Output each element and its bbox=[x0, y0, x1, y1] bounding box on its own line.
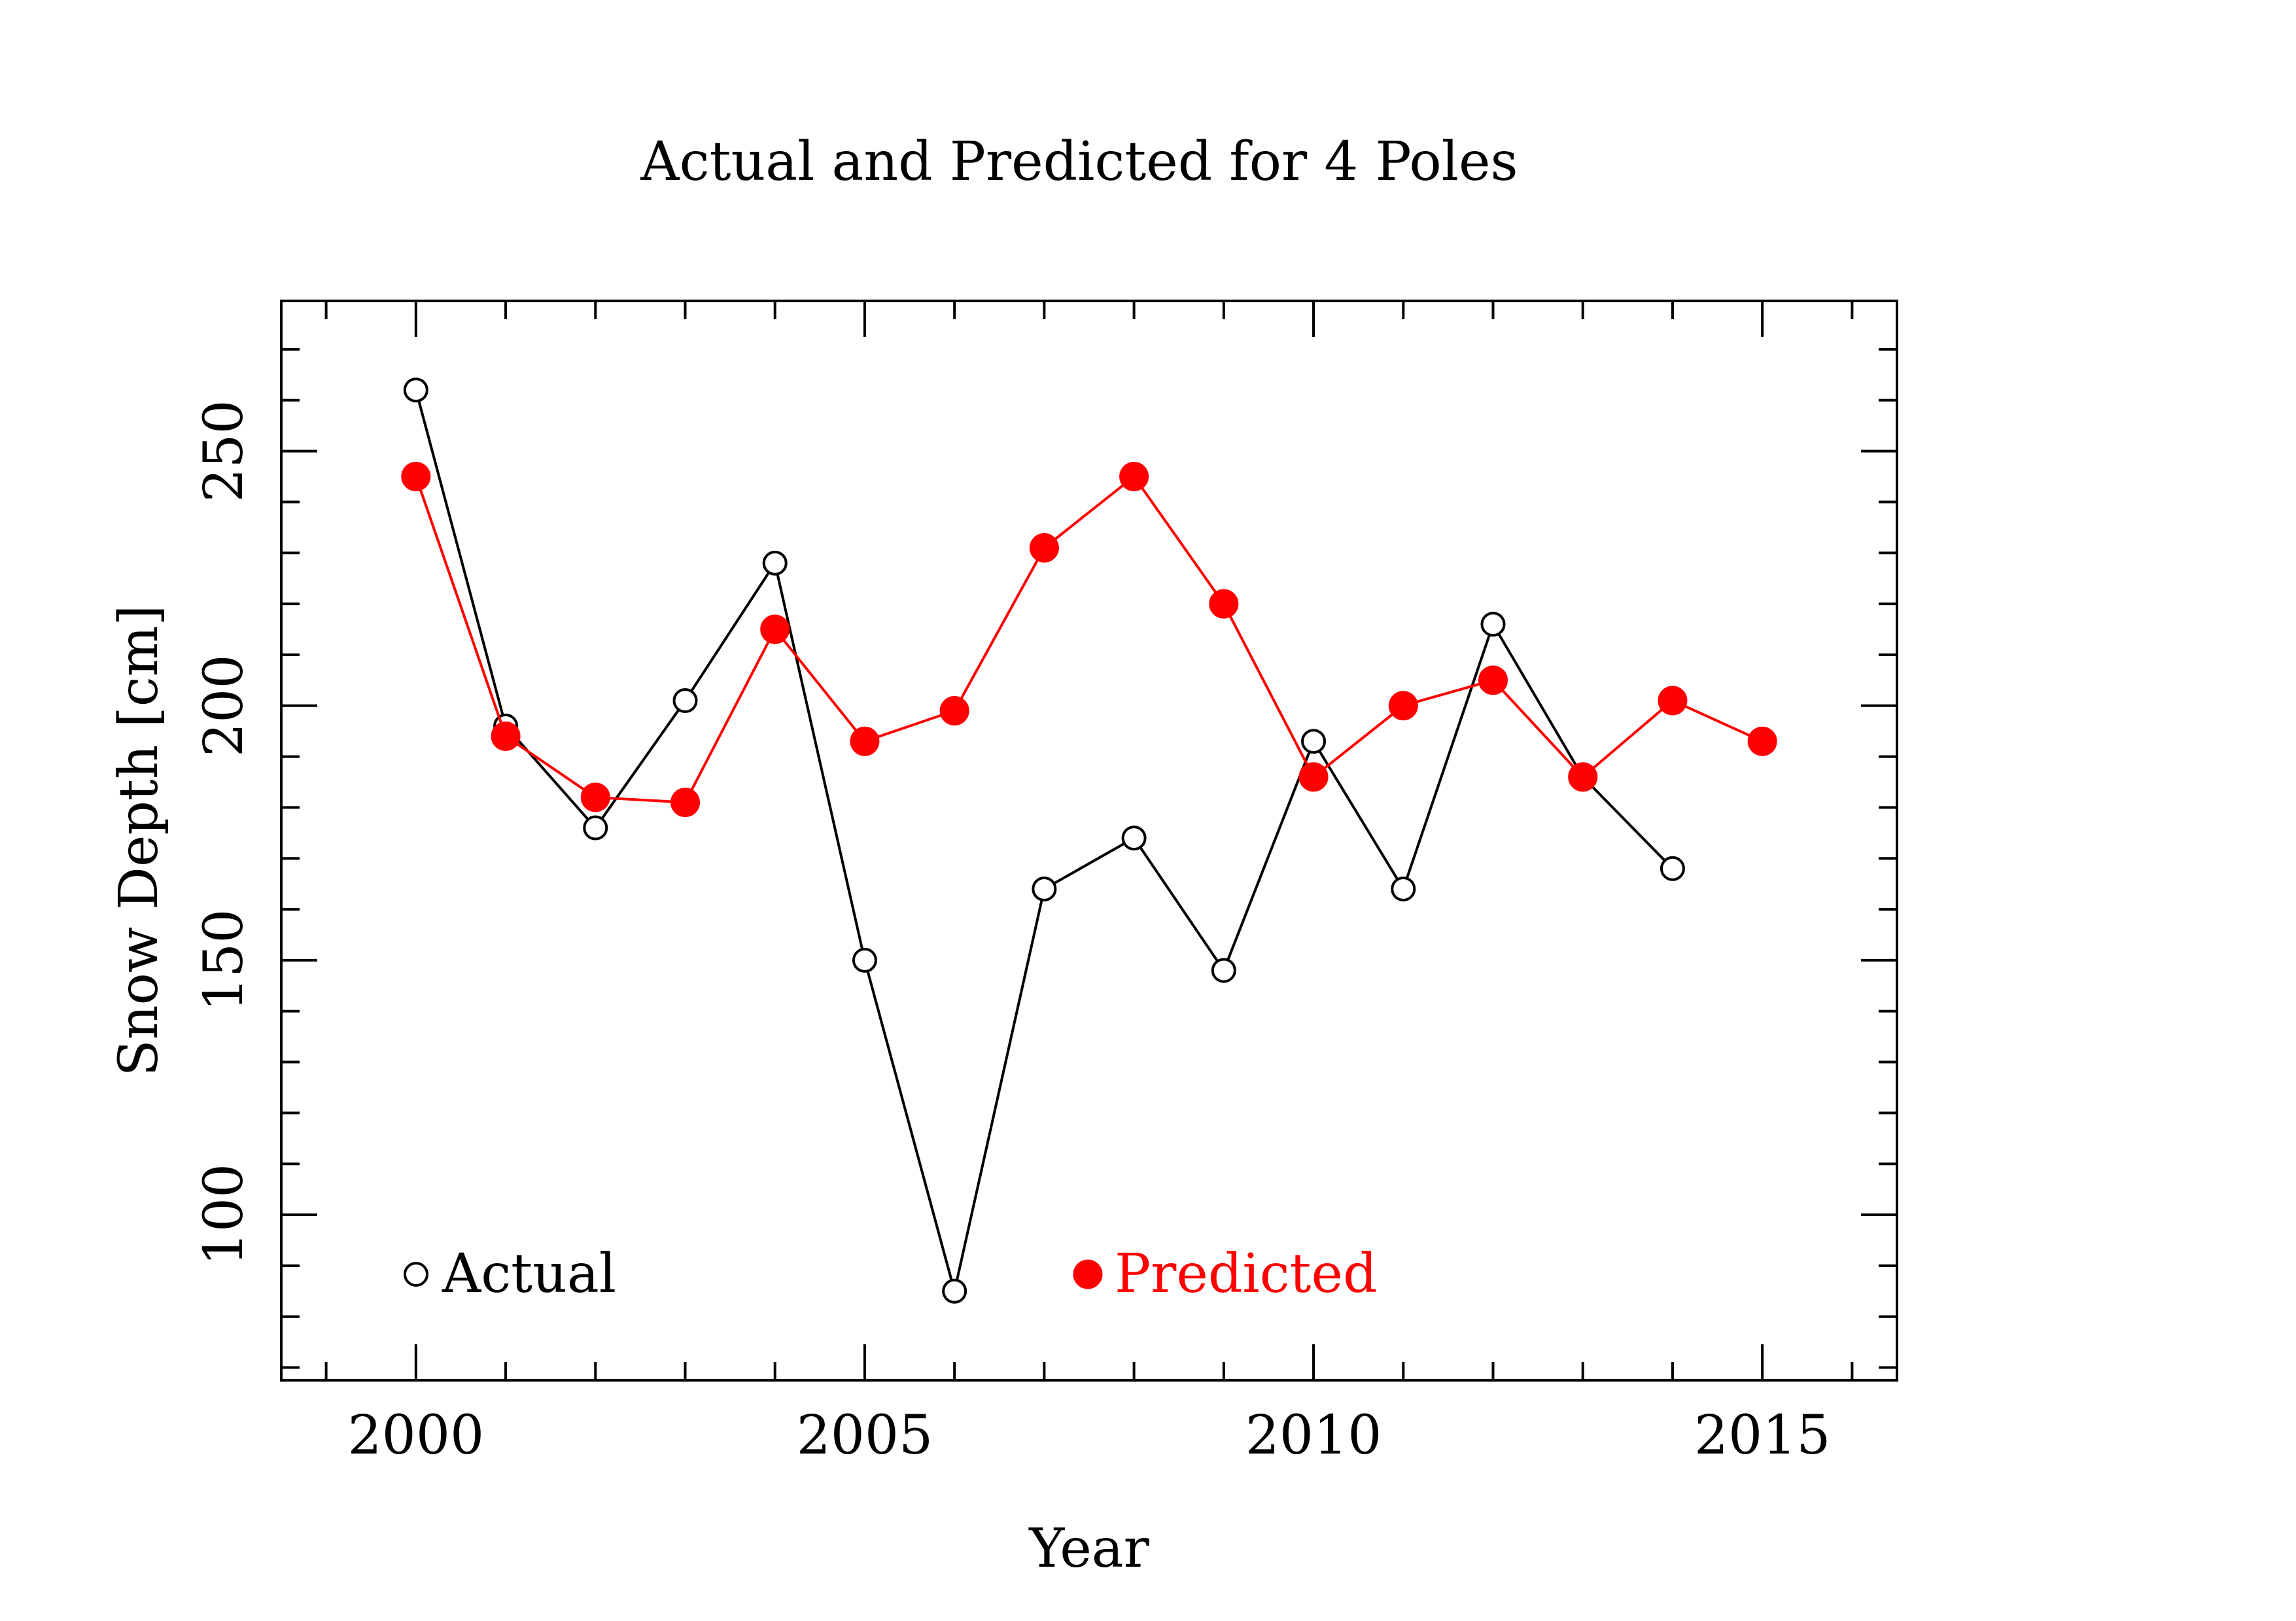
series-actual bbox=[403, 377, 1685, 1304]
data-point-actual-2011 bbox=[1391, 876, 1416, 901]
y-tick-label-250: 250 bbox=[193, 400, 255, 502]
data-point-predicted-2004 bbox=[760, 614, 790, 644]
data-point-actual-2006 bbox=[942, 1278, 967, 1304]
y-axis-tick-labels: 100 150 200 250 bbox=[193, 400, 255, 1266]
legend-marker-predicted bbox=[1073, 1259, 1103, 1289]
chart-title: Actual and Predicted for 4 Poles bbox=[640, 131, 1518, 193]
data-point-actual-2014 bbox=[1660, 856, 1685, 881]
data-point-predicted-2002 bbox=[580, 782, 610, 812]
data-point-predicted-2011 bbox=[1388, 691, 1418, 721]
y-tick-label-100: 100 bbox=[193, 1164, 255, 1266]
data-point-actual-2008 bbox=[1121, 826, 1147, 851]
data-point-predicted-2012 bbox=[1478, 665, 1508, 695]
data-point-predicted-2003 bbox=[670, 788, 700, 818]
y-axis-ticks bbox=[281, 347, 1897, 1369]
data-point-actual-2003 bbox=[672, 688, 698, 713]
data-point-predicted-2006 bbox=[939, 696, 969, 726]
data-point-predicted-2009 bbox=[1209, 589, 1239, 619]
legend-label-actual: Actual bbox=[442, 1243, 616, 1305]
legend-marker-actual bbox=[404, 1262, 428, 1287]
data-point-predicted-2005 bbox=[850, 726, 880, 756]
data-point-actual-2012 bbox=[1480, 612, 1506, 637]
legend: Actual Predicted bbox=[404, 1243, 1378, 1305]
data-point-actual-2002 bbox=[583, 815, 608, 841]
data-point-actual-2000 bbox=[403, 377, 428, 403]
x-tick-label-2015: 2015 bbox=[1694, 1404, 1831, 1467]
data-point-predicted-2014 bbox=[1658, 686, 1688, 716]
plot-frame bbox=[280, 300, 1898, 1382]
data-point-predicted-2000 bbox=[401, 462, 431, 492]
x-tick-label-2010: 2010 bbox=[1245, 1404, 1382, 1467]
x-tick-label-2000: 2000 bbox=[347, 1404, 484, 1467]
x-tick-label-2005: 2005 bbox=[797, 1404, 933, 1467]
data-point-actual-2009 bbox=[1211, 958, 1236, 983]
data-point-predicted-2013 bbox=[1568, 762, 1598, 792]
x-axis-label: Year bbox=[1028, 1518, 1149, 1580]
data-point-actual-2010 bbox=[1301, 729, 1327, 754]
y-axis-label: Snow Depth [cm] bbox=[108, 605, 170, 1077]
series-predicted bbox=[401, 462, 1777, 818]
x-axis-ticks bbox=[324, 301, 1854, 1380]
y-tick-label-200: 200 bbox=[193, 654, 255, 757]
data-point-actual-2007 bbox=[1032, 876, 1057, 901]
data-point-predicted-2015 bbox=[1747, 726, 1777, 756]
data-point-actual-2004 bbox=[762, 550, 788, 576]
series-line-actual bbox=[414, 389, 1674, 1293]
data-point-predicted-2007 bbox=[1029, 532, 1059, 563]
series-layer bbox=[401, 377, 1777, 1304]
series-line-predicted bbox=[414, 475, 1763, 804]
x-axis-tick-labels: 2000 2005 2010 2015 bbox=[347, 1404, 1830, 1467]
data-point-predicted-2008 bbox=[1119, 462, 1149, 492]
legend-label-predicted: Predicted bbox=[1115, 1243, 1378, 1305]
data-point-predicted-2001 bbox=[491, 721, 521, 751]
data-point-actual-2005 bbox=[852, 947, 877, 973]
y-tick-label-150: 150 bbox=[193, 909, 255, 1012]
data-point-predicted-2010 bbox=[1298, 762, 1329, 792]
